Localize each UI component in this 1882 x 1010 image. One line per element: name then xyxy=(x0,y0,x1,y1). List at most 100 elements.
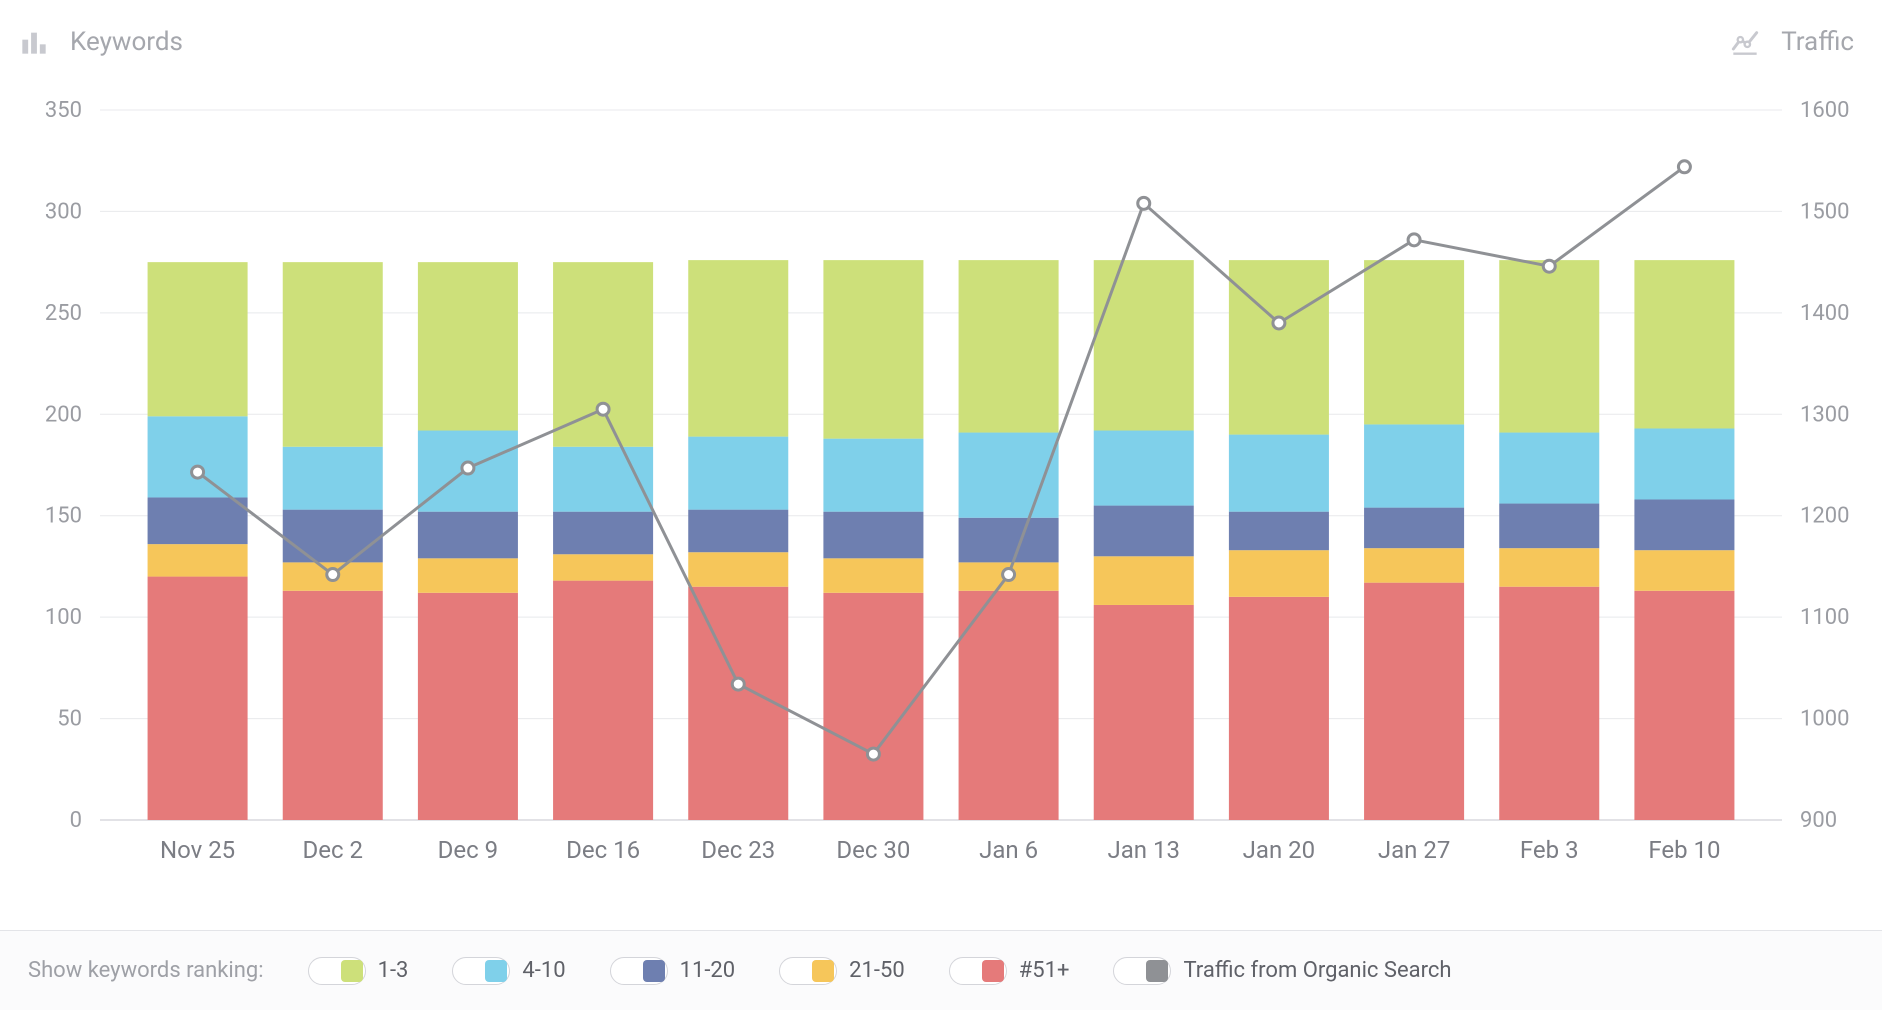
traffic-point[interactable] xyxy=(1543,260,1555,272)
bar-p11[interactable] xyxy=(823,512,923,559)
bar-p1[interactable] xyxy=(1499,260,1599,432)
bar-p21[interactable] xyxy=(1229,550,1329,597)
bar-p4[interactable] xyxy=(823,439,923,512)
x-tick-label: Jan 27 xyxy=(1378,836,1450,864)
y-left-tick-label: 250 xyxy=(45,301,82,326)
bar-p51[interactable] xyxy=(148,577,248,820)
bar-p21[interactable] xyxy=(823,558,923,592)
traffic-point[interactable] xyxy=(1678,161,1690,173)
bar-p1[interactable] xyxy=(283,262,383,447)
bar-p11[interactable] xyxy=(1499,504,1599,549)
legend-items-container: 1-3 4-10 11-20 21-50 #51+ Traffic from Organi… xyxy=(308,957,1452,985)
bar-p1[interactable] xyxy=(959,260,1059,432)
bar-p51[interactable] xyxy=(418,593,518,820)
legend-item-p11[interactable]: 11-20 xyxy=(610,957,736,985)
y-left-tick-label: 150 xyxy=(45,504,82,529)
legend-swatch-p4 xyxy=(485,960,507,982)
bar-p11[interactable] xyxy=(1364,508,1464,549)
bar-p51[interactable] xyxy=(959,591,1059,820)
bar-p21[interactable] xyxy=(553,554,653,580)
legend-swatch-p1 xyxy=(341,960,363,982)
y-left-tick-label: 300 xyxy=(45,199,82,224)
bar-p1[interactable] xyxy=(1229,260,1329,434)
bar-p4[interactable] xyxy=(1229,435,1329,512)
bar-p1[interactable] xyxy=(553,262,653,447)
y-right-tick-label: 1000 xyxy=(1800,707,1849,732)
bar-p1[interactable] xyxy=(823,260,923,439)
bar-p1[interactable] xyxy=(1634,260,1734,428)
legend-toggle-p51[interactable] xyxy=(949,957,1007,985)
legend-toggle-p1[interactable] xyxy=(308,957,366,985)
bar-p4[interactable] xyxy=(1364,424,1464,507)
left-axis-header: Keywords xyxy=(20,27,183,57)
chart-plot: 0900501000100110015012002001300250140030… xyxy=(20,100,1862,875)
bar-p11[interactable] xyxy=(688,510,788,553)
bar-p1[interactable] xyxy=(688,260,788,436)
bar-p51[interactable] xyxy=(1634,591,1734,820)
legend-item-p21[interactable]: 21-50 xyxy=(779,957,905,985)
bar-p4[interactable] xyxy=(1634,428,1734,499)
x-tick-label: Nov 25 xyxy=(160,836,235,864)
x-tick-label: Jan 20 xyxy=(1243,836,1315,864)
bar-p1[interactable] xyxy=(1364,260,1464,424)
traffic-point[interactable] xyxy=(462,462,474,474)
traffic-point[interactable] xyxy=(1408,234,1420,246)
bar-p11[interactable] xyxy=(959,518,1059,563)
legend-toggle-line[interactable] xyxy=(1113,957,1171,985)
bar-p51[interactable] xyxy=(553,581,653,820)
traffic-point[interactable] xyxy=(192,466,204,478)
legend-swatch-p11 xyxy=(643,960,665,982)
bar-p51[interactable] xyxy=(1364,583,1464,820)
legend-swatch-p51 xyxy=(982,960,1004,982)
legend-toggle-p11[interactable] xyxy=(610,957,668,985)
traffic-point[interactable] xyxy=(1003,569,1015,581)
traffic-point[interactable] xyxy=(1138,197,1150,209)
bar-p21[interactable] xyxy=(1634,550,1734,591)
legend-label-line: Traffic from Organic Search xyxy=(1183,958,1451,983)
legend-toggle-p21[interactable] xyxy=(779,957,837,985)
bar-p11[interactable] xyxy=(1229,512,1329,551)
bar-p21[interactable] xyxy=(1499,548,1599,587)
bar-p4[interactable] xyxy=(688,437,788,510)
bar-p1[interactable] xyxy=(148,262,248,416)
legend-item-line[interactable]: Traffic from Organic Search xyxy=(1113,957,1451,985)
legend-toggle-p4[interactable] xyxy=(452,957,510,985)
bar-p4[interactable] xyxy=(283,447,383,510)
bar-p21[interactable] xyxy=(688,552,788,586)
legend-label-p1: 1-3 xyxy=(378,958,409,983)
bar-p4[interactable] xyxy=(1094,431,1194,506)
bar-p51[interactable] xyxy=(283,591,383,820)
y-right-tick-label: 1500 xyxy=(1800,199,1849,224)
bar-p51[interactable] xyxy=(1499,587,1599,820)
bar-p11[interactable] xyxy=(148,497,248,544)
traffic-point[interactable] xyxy=(597,403,609,415)
bar-p1[interactable] xyxy=(1094,260,1194,430)
bar-p21[interactable] xyxy=(148,544,248,576)
legend-item-p1[interactable]: 1-3 xyxy=(308,957,409,985)
x-tick-label: Dec 9 xyxy=(438,836,498,864)
bar-p4[interactable] xyxy=(148,416,248,497)
legend-item-p4[interactable]: 4-10 xyxy=(452,957,565,985)
bar-p11[interactable] xyxy=(418,512,518,559)
legend-swatch-p21 xyxy=(812,960,834,982)
bar-p21[interactable] xyxy=(418,558,518,592)
y-right-tick-label: 1100 xyxy=(1800,605,1849,630)
bar-p21[interactable] xyxy=(1364,548,1464,582)
bar-p11[interactable] xyxy=(283,510,383,563)
bar-p4[interactable] xyxy=(1499,433,1599,504)
left-axis-label: Keywords xyxy=(70,27,183,57)
bar-p1[interactable] xyxy=(418,262,518,430)
traffic-point[interactable] xyxy=(867,748,879,760)
traffic-point[interactable] xyxy=(1273,317,1285,329)
bar-p11[interactable] xyxy=(553,512,653,555)
traffic-point[interactable] xyxy=(327,569,339,581)
bar-p21[interactable] xyxy=(1094,556,1194,605)
bar-p51[interactable] xyxy=(1094,605,1194,820)
traffic-point[interactable] xyxy=(732,678,744,690)
x-tick-label: Jan 6 xyxy=(979,836,1038,864)
bar-p11[interactable] xyxy=(1094,506,1194,557)
bar-p11[interactable] xyxy=(1634,499,1734,550)
legend-label-p51: #51+ xyxy=(1019,958,1070,983)
bar-p51[interactable] xyxy=(1229,597,1329,820)
legend-item-p51[interactable]: #51+ xyxy=(949,957,1070,985)
